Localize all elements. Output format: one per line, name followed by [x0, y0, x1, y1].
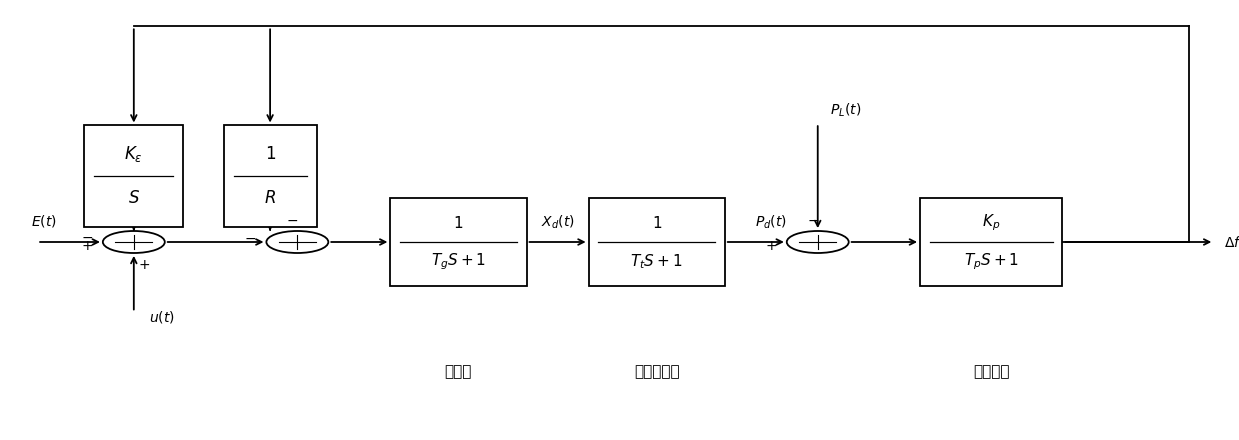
- Text: $u(t)$: $u(t)$: [149, 309, 175, 325]
- Circle shape: [103, 231, 165, 253]
- Bar: [84, 125, 183, 227]
- Text: $-$: $-$: [81, 230, 93, 244]
- Text: $P_L(t)$: $P_L(t)$: [830, 101, 861, 119]
- Text: $+$: $+$: [764, 239, 777, 253]
- Text: $-$: $-$: [807, 213, 819, 227]
- Text: $X_d(t)$: $X_d(t)$: [540, 213, 575, 231]
- Bar: [919, 198, 1063, 286]
- Text: $1$: $1$: [265, 145, 275, 163]
- Text: $1$: $1$: [652, 215, 662, 231]
- Text: $-$: $-$: [244, 231, 256, 245]
- Text: $-$: $-$: [286, 213, 299, 227]
- Text: $R$: $R$: [264, 189, 276, 207]
- Circle shape: [266, 231, 328, 253]
- Bar: [390, 198, 527, 286]
- Text: $T_{p}S+1$: $T_{p}S+1$: [964, 251, 1018, 271]
- Text: $T_{t}S+1$: $T_{t}S+1$: [631, 252, 683, 271]
- Text: $E(t)$: $E(t)$: [31, 213, 57, 229]
- Text: $+$: $+$: [138, 258, 150, 272]
- Text: $P_d(t)$: $P_d(t)$: [756, 213, 787, 231]
- Text: 柴油发电机: 柴油发电机: [634, 364, 679, 379]
- Bar: [589, 198, 725, 286]
- Text: $K_{\varepsilon}$: $K_{\varepsilon}$: [124, 144, 144, 164]
- Text: 调速器: 调速器: [445, 364, 472, 379]
- Text: $+$: $+$: [81, 239, 93, 253]
- Text: $\Delta f(t)$: $\Delta f(t)$: [1224, 234, 1239, 250]
- Text: $1$: $1$: [453, 215, 463, 231]
- Text: $K_{p}$: $K_{p}$: [983, 213, 1000, 233]
- Text: $S$: $S$: [128, 189, 140, 207]
- Text: $T_{g}S+1$: $T_{g}S+1$: [431, 251, 486, 271]
- Bar: [223, 125, 317, 227]
- Circle shape: [787, 231, 849, 253]
- Text: 电力系统: 电力系统: [973, 364, 1010, 379]
